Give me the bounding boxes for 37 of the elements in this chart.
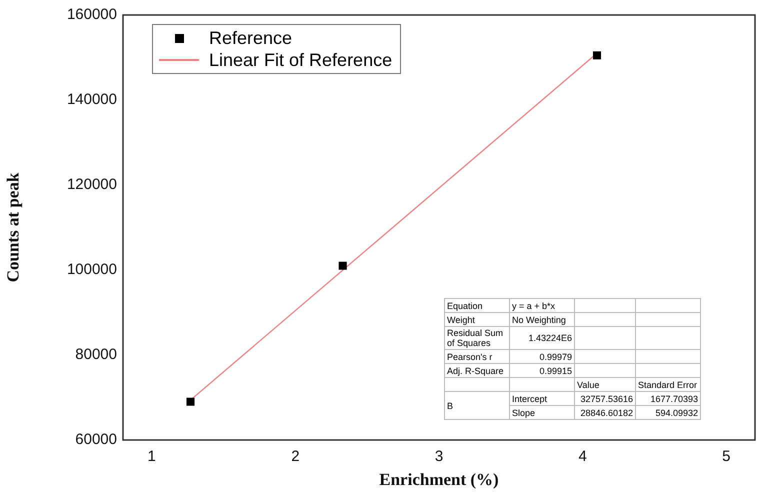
annotation: Value xyxy=(574,378,636,392)
legend-label: Linear Fit of Reference xyxy=(209,49,392,71)
y-tick-label: 140000 xyxy=(66,91,117,108)
annotation: No Weighting xyxy=(510,312,574,326)
y-tick-label: 100000 xyxy=(66,261,117,278)
annotation: 28846.60182 xyxy=(574,406,636,420)
x-tick-label: 2 xyxy=(291,448,300,466)
annotation: Slope xyxy=(510,406,574,420)
y-tick-label: 120000 xyxy=(66,176,117,194)
x-tick-label: 1 xyxy=(148,448,156,466)
annotation: 32757.53616 xyxy=(574,392,636,406)
annotation: 1677.70393 xyxy=(636,392,700,406)
y-axis-title: Counts at peak xyxy=(4,172,23,282)
x-tick-label: 3 xyxy=(434,448,444,466)
annotation: 0.99915 xyxy=(510,364,574,378)
annotation: 0.99979 xyxy=(510,350,574,364)
x-tick-label: 5 xyxy=(722,448,730,466)
annotation: y = a + b*x xyxy=(510,298,574,312)
annotation: 594.09932 xyxy=(636,406,700,420)
annotation: Weight xyxy=(444,312,510,326)
annotation: Standard Error xyxy=(636,378,700,392)
y-tick-label: 60000 xyxy=(75,431,117,448)
x-tick-label: 4 xyxy=(578,448,587,466)
point xyxy=(592,51,602,60)
annotation: Adj. R-Square xyxy=(444,364,510,378)
annotation: 1.43224E6 xyxy=(510,326,574,350)
legend-label: Reference xyxy=(209,27,292,49)
annotation: Residual Sum of Squares xyxy=(444,326,510,350)
annotation: B xyxy=(444,392,510,420)
point xyxy=(186,398,195,406)
point xyxy=(338,262,347,270)
y-tick-label: 160000 xyxy=(66,6,117,24)
annotation: Pearson's r xyxy=(444,350,510,364)
annotation: Intercept xyxy=(510,392,574,406)
y-tick-label: 80000 xyxy=(75,346,117,364)
annotation: Equation xyxy=(444,298,510,312)
x-axis-title: Enrichment (%) xyxy=(379,470,499,490)
